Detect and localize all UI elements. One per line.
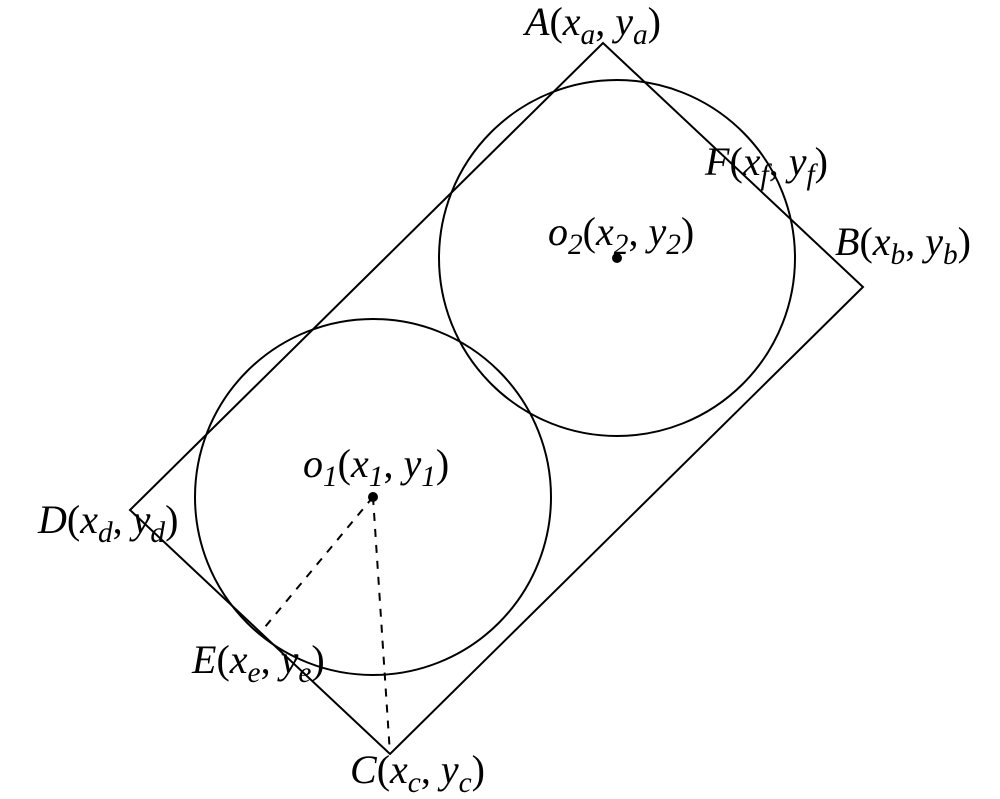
dashed-o1-C [373, 497, 390, 754]
label-F: F(xf, yf) [705, 142, 828, 190]
label-E: E(xe, ye) [192, 640, 325, 688]
label-B: B(xb, yb) [835, 222, 971, 270]
label-A: A(xa, ya) [525, 2, 661, 50]
dashed-o1-E [260, 497, 373, 633]
label-o2: o2(x2, y2) [548, 212, 694, 260]
geometry-svg [0, 0, 1000, 794]
dot-o1 [368, 492, 378, 502]
label-C: C(xc, yc) [350, 750, 485, 798]
diagram-container: A(xa, ya) F(xf, yf) B(xb, yb) o2(x2, y2)… [0, 0, 1000, 794]
label-o1: o1(x1, y1) [303, 444, 449, 492]
label-D: D(xd, yd) [38, 500, 178, 548]
